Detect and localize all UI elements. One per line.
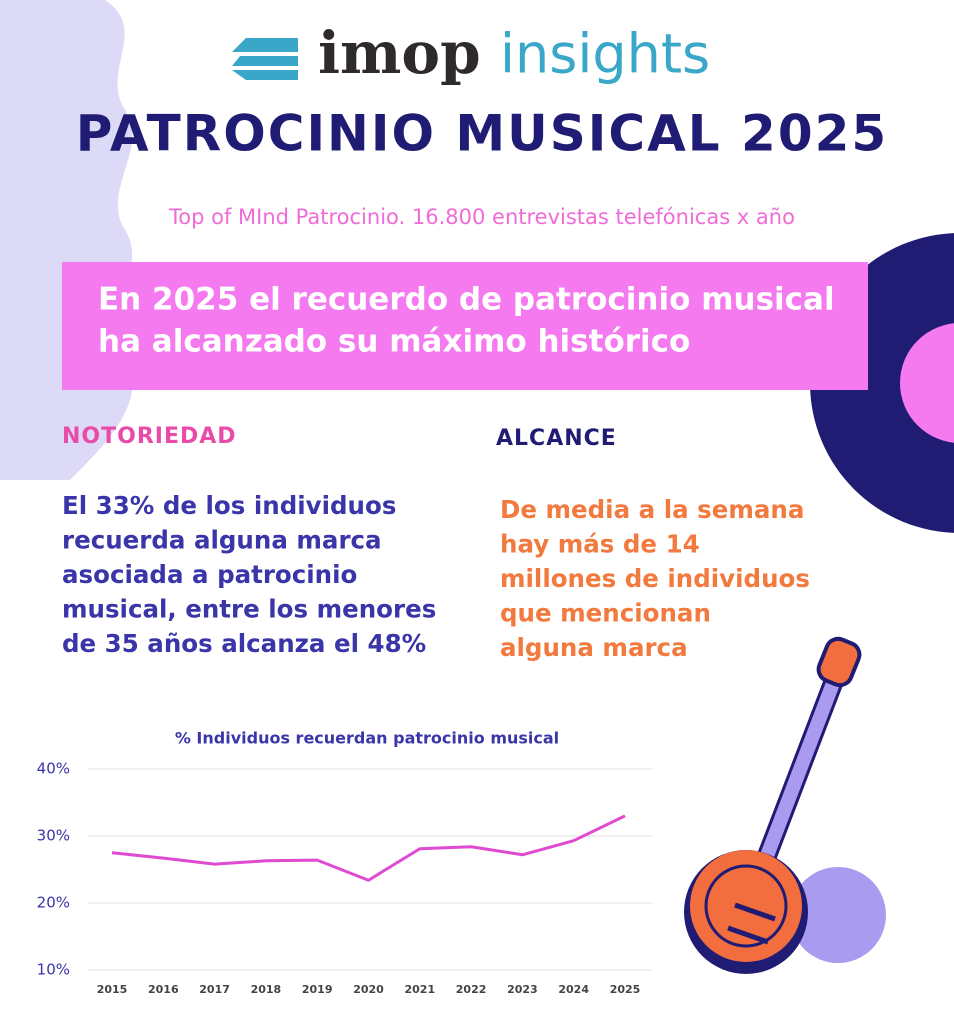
y-tick-label: 40% [37, 760, 70, 778]
text-line: hay más de 14 [500, 530, 700, 559]
x-tick-label: 2019 [302, 983, 333, 996]
alcance-text: De media a la semana hay más de 14 millone… [500, 495, 810, 662]
x-tick-label: 2018 [251, 983, 282, 996]
logo-stripe [232, 70, 298, 80]
x-tick-label: 2016 [148, 983, 179, 996]
brand-sub: insights [500, 23, 710, 86]
text-line: alguna marca [500, 633, 688, 662]
text-line: ha alcanzado su máximo histórico [98, 324, 690, 360]
banner [62, 262, 868, 390]
logo-stripe [232, 38, 298, 52]
x-tick-label: 2020 [353, 983, 384, 996]
decor-record-center [900, 323, 954, 443]
x-tick-label: 2017 [199, 983, 230, 996]
section-heading: NOTORIEDAD [62, 424, 237, 449]
logo-stripe [232, 56, 298, 66]
x-tick-label: 2023 [507, 983, 538, 996]
notoriedad-text: El 33% de los individuos recuerda alguna … [62, 491, 436, 658]
decor-banjo [684, 636, 886, 974]
chart-title: % Individuos recuerdan patrocinio musica… [175, 729, 559, 748]
text-line: De media a la semana [500, 495, 804, 524]
text-line: recuerda alguna marca [62, 526, 382, 555]
x-tick-label: 2015 [97, 983, 128, 996]
x-tick-label: 2024 [558, 983, 589, 996]
y-tick-label: 30% [37, 827, 70, 845]
subtitle: Top of MInd Patrocinio. 16.800 entrevist… [168, 205, 795, 229]
y-tick-label: 20% [37, 894, 70, 912]
x-tick-label: 2021 [404, 983, 435, 996]
section-heading: ALCANCE [496, 426, 617, 451]
x-tick-label: 2025 [610, 983, 641, 996]
text-line: En 2025 el recuerdo de patrocinio musica… [98, 282, 835, 318]
y-tick-label: 10% [37, 961, 70, 979]
banner-text: En 2025 el recuerdo de patrocinio musica… [98, 282, 835, 360]
title: PATROCINIO MUSICAL 2025 [76, 105, 888, 163]
decor-wave [0, 0, 133, 480]
text-line: millones de individuos [500, 564, 810, 593]
brand-main: imop [318, 19, 481, 87]
text-line: asociada a patrocinio [62, 560, 357, 589]
text-line: que mencionan [500, 599, 711, 628]
text-line: musical, entre los menores [62, 595, 436, 624]
x-tick-label: 2022 [456, 983, 487, 996]
line-series [111, 814, 626, 882]
text-line: El 33% de los individuos [62, 491, 396, 520]
text-line: de 35 años alcanza el 48% [62, 629, 426, 658]
chart: 10% 20% 30% 40% 2015 2016 2017 2018 2019 2020 2021… [37, 760, 652, 996]
